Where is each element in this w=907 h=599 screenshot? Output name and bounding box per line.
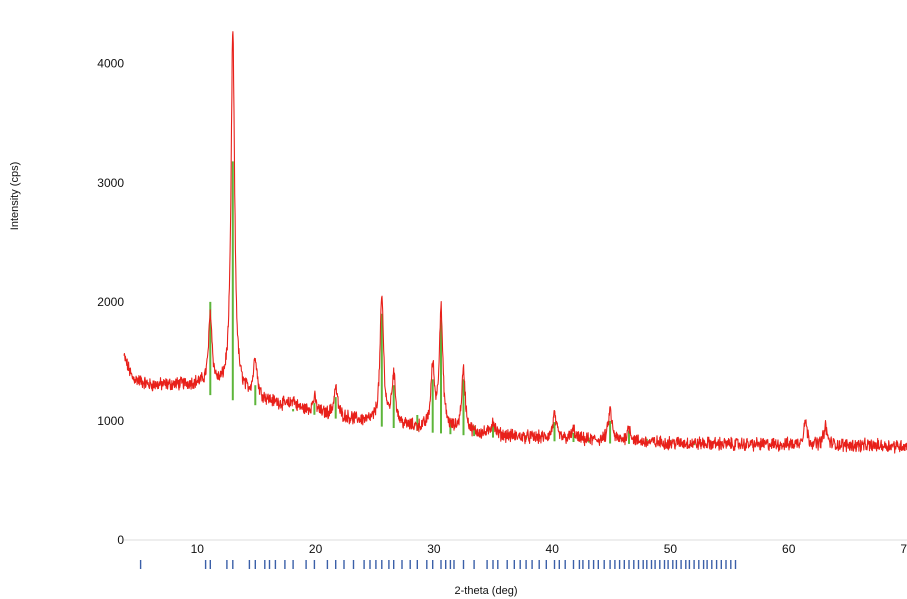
y-tick-labels: 0 1000 2000 3000 4000	[97, 57, 124, 547]
y-tick-label: 4000	[97, 57, 124, 71]
y-tick-label: 2000	[97, 295, 124, 309]
x-tick-label: 10	[191, 542, 205, 556]
x-axis-label: 2-theta (deg)	[455, 585, 518, 597]
y-tick-label: 1000	[97, 414, 124, 428]
y-tick-label: 3000	[97, 176, 124, 190]
x-tick-label: 60	[782, 542, 796, 556]
y-axis-label: Intensity (cps)	[9, 162, 21, 230]
diffraction-trace	[123, 31, 907, 454]
x-tick-label: 50	[664, 542, 678, 556]
x-tick-label: 20	[309, 542, 323, 556]
x-tick-label: 70	[900, 542, 907, 556]
x-tick-labels: 10 20 30 40 50 60 70	[191, 542, 907, 556]
y-tick-label: 0	[117, 533, 124, 547]
x-tick-label: 30	[427, 542, 441, 556]
reflection-markers	[139, 560, 737, 569]
x-tick-label: 40	[546, 542, 560, 556]
